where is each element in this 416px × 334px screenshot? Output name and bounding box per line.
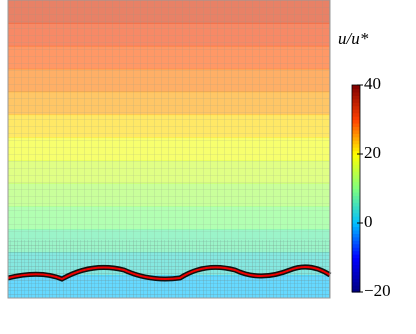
colorbar-step [352,260,360,265]
colorbar-step [352,181,360,186]
colorbar-step [352,226,360,231]
colorbar-step [352,185,360,190]
surface [7,265,331,281]
colorbar-step [352,160,360,165]
colorbar-tick-label: 0 [364,212,373,231]
colorbar-frame [351,84,361,293]
colorbar-tick-label: 20 [364,143,381,162]
colorbar-step [352,257,360,262]
colorbar-step [352,278,360,283]
colorbar-step [352,250,360,255]
colorbar-step [352,105,360,110]
colorbar-step [352,216,360,221]
colorbar-step [352,243,360,248]
colorbar-step [352,154,360,159]
colorbar-step [352,88,360,93]
colorbar-step [352,205,360,210]
colorbar-step [352,236,360,241]
colorbar-step [352,240,360,245]
colorbar-tick-label: −20 [364,281,391,300]
colorbar-step [352,209,360,214]
colorbar-step [352,98,360,103]
colorbar-step [352,267,360,272]
colorbar-step [352,223,360,228]
colorbar-step [352,281,360,286]
colorbar-step [352,219,360,224]
colorbar-step [352,119,360,124]
plot-frame [7,0,331,299]
colorbar-step [352,147,360,152]
colorbar-step [352,171,360,176]
colorbar-step [352,129,360,134]
colorbar-step [352,178,360,183]
colorbar-step [352,102,360,107]
colorbar-step [352,85,360,90]
colorbar-step [352,157,360,162]
colorbar-step [352,229,360,234]
colorbar-step [352,274,360,279]
colorbar-step [352,91,360,96]
colorbar-step [352,136,360,141]
colorbar-step [352,116,360,121]
colorbar-step [352,188,360,193]
colorbar-step [352,112,360,117]
colorbar-step [352,233,360,238]
colorbar-step [352,174,360,179]
colorbar-step [352,143,360,148]
colorbar: 40 20 0 −20 [351,74,391,300]
colorbar-step [352,164,360,169]
colorbar-label: u/u* [338,29,369,48]
colorbar-step [352,133,360,138]
colorbar-step [352,198,360,203]
colorbar-step [352,191,360,196]
colorbar-step [352,150,360,155]
colorbar-step [352,195,360,200]
colorbar-tick-label: 40 [364,74,381,93]
mesh-fine [8,240,330,298]
colorbar-step [352,140,360,145]
colorbar-step [352,288,360,293]
colorbar-step [352,126,360,131]
colorbar-step [352,167,360,172]
colorbar-step [352,264,360,269]
colorbar-step [352,247,360,252]
colorbar-step [352,95,360,100]
colorbar-step [352,285,360,290]
colorbar-step [352,122,360,127]
colorbar-step [352,109,360,114]
colorbar-step [352,212,360,217]
colorbar-step [352,271,360,276]
colorbar-step [352,254,360,259]
colorbar-step [352,202,360,207]
